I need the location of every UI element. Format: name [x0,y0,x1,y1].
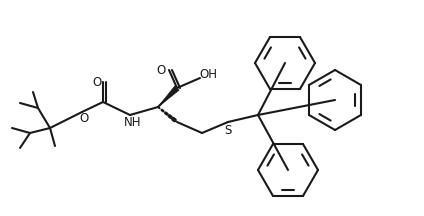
Polygon shape [158,86,179,107]
Text: S: S [224,124,232,137]
Text: O: O [92,76,102,89]
Text: O: O [156,64,166,76]
Text: O: O [79,111,89,124]
Text: OH: OH [199,68,217,81]
Text: NH: NH [124,116,142,130]
